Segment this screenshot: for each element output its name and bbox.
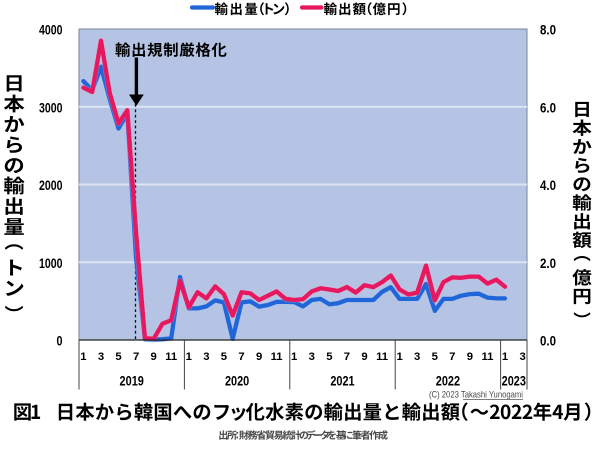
svg-text:1: 1 xyxy=(396,351,402,363)
svg-text:9: 9 xyxy=(151,351,157,363)
svg-text:11: 11 xyxy=(482,351,494,363)
svg-text:4000: 4000 xyxy=(39,23,63,39)
svg-text:2023: 2023 xyxy=(502,373,527,388)
svg-text:1: 1 xyxy=(291,351,297,363)
svg-text:3: 3 xyxy=(98,351,104,363)
svg-text:3: 3 xyxy=(414,351,420,363)
svg-text:0: 0 xyxy=(57,334,63,350)
svg-text:11: 11 xyxy=(165,351,177,363)
svg-text:8.0: 8.0 xyxy=(540,22,556,38)
svg-text:1: 1 xyxy=(80,351,86,363)
svg-text:7: 7 xyxy=(344,351,350,363)
svg-text:0.0: 0.0 xyxy=(540,333,556,349)
svg-text:3000: 3000 xyxy=(39,100,63,116)
svg-text:2020: 2020 xyxy=(225,373,249,388)
svg-text:1: 1 xyxy=(186,351,192,363)
svg-text:9: 9 xyxy=(361,351,367,363)
svg-text:2.0: 2.0 xyxy=(540,255,556,271)
svg-text:(C) 2023 Takashi Yunogami: (C) 2023 Takashi Yunogami xyxy=(429,390,523,400)
svg-text:2022: 2022 xyxy=(436,373,460,388)
svg-text:3: 3 xyxy=(519,351,525,363)
svg-text:5: 5 xyxy=(115,351,121,363)
svg-text:4.0: 4.0 xyxy=(540,177,556,193)
svg-text:11: 11 xyxy=(376,351,388,363)
svg-text:11: 11 xyxy=(271,351,283,363)
svg-text:5: 5 xyxy=(432,351,438,363)
svg-text:3: 3 xyxy=(203,351,209,363)
svg-text:2019: 2019 xyxy=(120,373,144,388)
svg-text:1000: 1000 xyxy=(39,256,63,272)
svg-text:2000: 2000 xyxy=(39,178,63,194)
svg-text:1: 1 xyxy=(502,351,508,363)
svg-text:2021: 2021 xyxy=(330,373,355,388)
svg-text:5: 5 xyxy=(221,351,227,363)
svg-text:7: 7 xyxy=(449,351,455,363)
svg-text:7: 7 xyxy=(238,351,244,363)
svg-text:6.0: 6.0 xyxy=(540,99,556,115)
svg-text:7: 7 xyxy=(133,351,139,363)
svg-text:9: 9 xyxy=(467,351,473,363)
svg-text:3: 3 xyxy=(309,351,315,363)
svg-text:9: 9 xyxy=(256,351,262,363)
svg-text:5: 5 xyxy=(326,351,332,363)
